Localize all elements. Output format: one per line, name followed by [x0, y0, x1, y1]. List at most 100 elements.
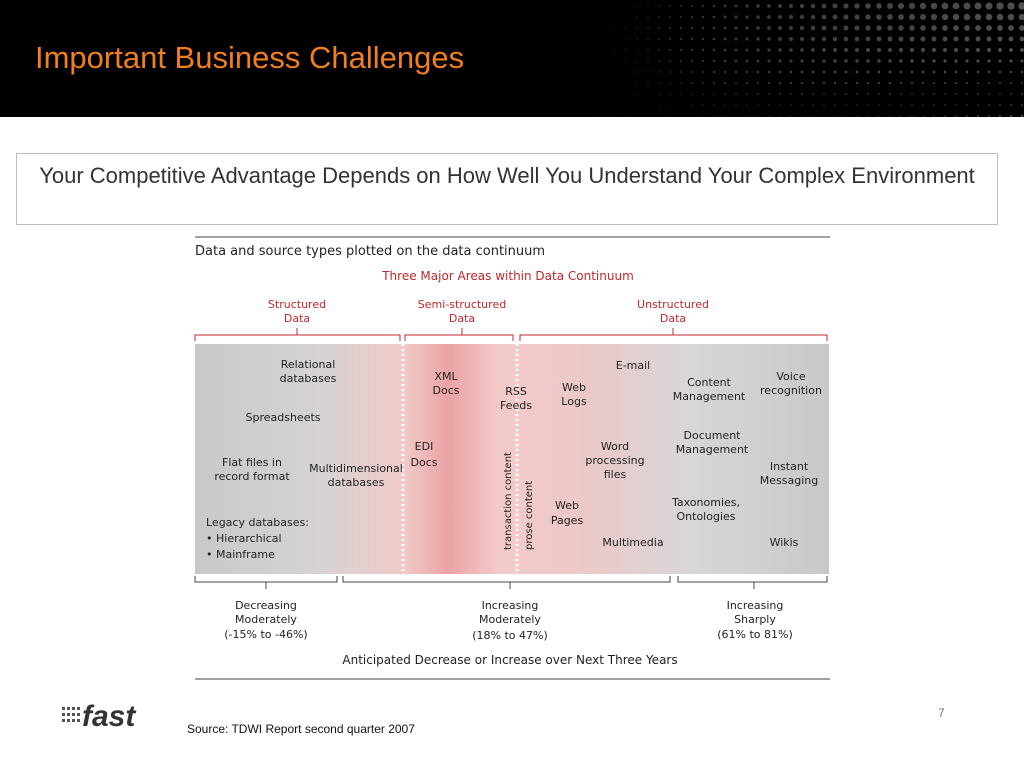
header-dot [669, 93, 671, 95]
item-document-1: Document [684, 429, 742, 442]
header-dot [778, 70, 782, 74]
header-dot [832, 3, 838, 9]
header-dot [570, 71, 572, 73]
header-dot [713, 115, 715, 117]
header-dot [834, 104, 836, 106]
header-dot [976, 48, 980, 52]
subtitle-box: Your Competitive Advantage Depends on Ho… [16, 153, 998, 225]
header-dot [735, 115, 737, 117]
slide-title: Important Business Challenges [35, 40, 465, 75]
header-dot [779, 93, 781, 95]
subtitle-text: Your Competitive Advantage Depends on Ho… [39, 163, 975, 188]
header-dot [1019, 36, 1024, 42]
item-email: E-mail [616, 359, 651, 372]
header-dot [757, 104, 759, 106]
header-dot [647, 16, 649, 18]
header-dot [636, 27, 638, 29]
header-dot [559, 71, 561, 73]
item-edi-2: Docs [411, 456, 438, 469]
header-dot [690, 48, 694, 52]
header-dot [900, 104, 902, 106]
header-dot [603, 60, 605, 62]
header-dot [625, 16, 627, 18]
header-dot [1009, 70, 1013, 74]
header-dot [614, 82, 616, 84]
header-dot [647, 104, 649, 106]
header-dot [845, 115, 847, 117]
header-dot [734, 26, 738, 30]
header-dot [669, 104, 671, 106]
header-dot [845, 93, 847, 95]
header-dot [834, 115, 836, 117]
header-dot [801, 115, 803, 117]
header-dot [854, 36, 860, 42]
header-dot [701, 26, 705, 30]
header-dot [855, 59, 859, 63]
header-dot [998, 70, 1002, 74]
item-xml-1: XML [434, 370, 458, 383]
header-dot [756, 70, 760, 74]
header-dot [843, 25, 849, 31]
header-dot [559, 5, 561, 7]
header-dot [821, 36, 827, 42]
area-structured-line2: Data [284, 312, 310, 325]
header-dot [843, 36, 849, 42]
header-dot [713, 82, 715, 84]
header-dot [845, 104, 847, 106]
header-dot [966, 82, 968, 84]
header-dot [832, 25, 838, 31]
header-dot [734, 15, 738, 19]
header-dot [658, 38, 660, 40]
label-transaction-content: transaction content [503, 452, 514, 550]
header-dot [789, 37, 793, 41]
header-dot [680, 115, 682, 117]
header-dot [952, 13, 960, 21]
header-dot [1007, 13, 1015, 21]
header-dot [909, 36, 915, 42]
header-dot [691, 71, 693, 73]
header-dot [909, 47, 915, 53]
header-dot [581, 5, 583, 7]
header-dot [592, 93, 594, 95]
header-dot [833, 48, 837, 52]
header-dot [559, 93, 561, 95]
trend-increasing-mod-3: (18% to 47%) [472, 629, 548, 642]
header-dot [712, 37, 716, 41]
diagram-heading: Data and source types plotted on the dat… [195, 244, 545, 259]
header-dot [690, 4, 694, 8]
logo-text: fast [82, 700, 137, 731]
header-dot [679, 15, 683, 19]
header-dot [941, 13, 949, 21]
header-dot [1020, 114, 1024, 117]
header-dot [745, 48, 749, 52]
header-dot [919, 13, 927, 21]
header-dot [997, 36, 1003, 42]
area-semistructured-line1: Semi-structured [418, 298, 506, 311]
areas-title: Three Major Areas within Data Continuum [381, 269, 634, 283]
header-dot [999, 104, 1001, 106]
header-dot [757, 115, 759, 117]
header-dot [614, 93, 616, 95]
header-dot [865, 3, 871, 9]
header-dot [767, 59, 771, 63]
header-dot [592, 115, 594, 117]
dot-pattern-decoration [559, 2, 1024, 117]
header-dot [789, 81, 793, 85]
header-dot [570, 16, 572, 18]
header-dot [658, 82, 660, 84]
header-dot [757, 93, 759, 95]
header-dot [801, 104, 803, 106]
header-dot [998, 48, 1002, 52]
header-dot [559, 115, 561, 117]
header-dot [778, 15, 782, 19]
header-dot [833, 70, 837, 74]
header-dot [899, 70, 903, 74]
header-dot [800, 48, 804, 52]
header-dot [779, 115, 781, 117]
header-dot [997, 25, 1003, 31]
item-voice-1: Voice [776, 370, 806, 383]
header-dot [680, 5, 682, 7]
header-dot [723, 70, 727, 74]
header-dot [1008, 36, 1014, 42]
header-dot [756, 81, 760, 85]
